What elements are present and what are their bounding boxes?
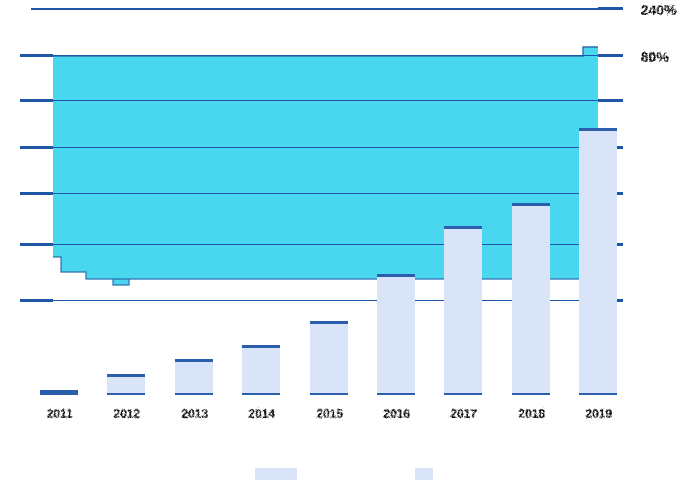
svg-text:240%: 240% [640, 1, 676, 17]
svg-text:2013: 2013 [181, 406, 208, 420]
svg-text:2011: 2011 [46, 406, 72, 420]
svg-text:2015: 2015 [316, 406, 343, 420]
svg-text:2019: 2019 [585, 406, 612, 420]
svg-text:2016: 2016 [383, 406, 410, 420]
svg-text:2014: 2014 [248, 406, 275, 420]
svg-text:2012: 2012 [113, 406, 140, 420]
svg-text:80%: 80% [640, 48, 669, 64]
svg-text:2018: 2018 [518, 406, 545, 420]
svg-text:2017: 2017 [450, 406, 477, 420]
